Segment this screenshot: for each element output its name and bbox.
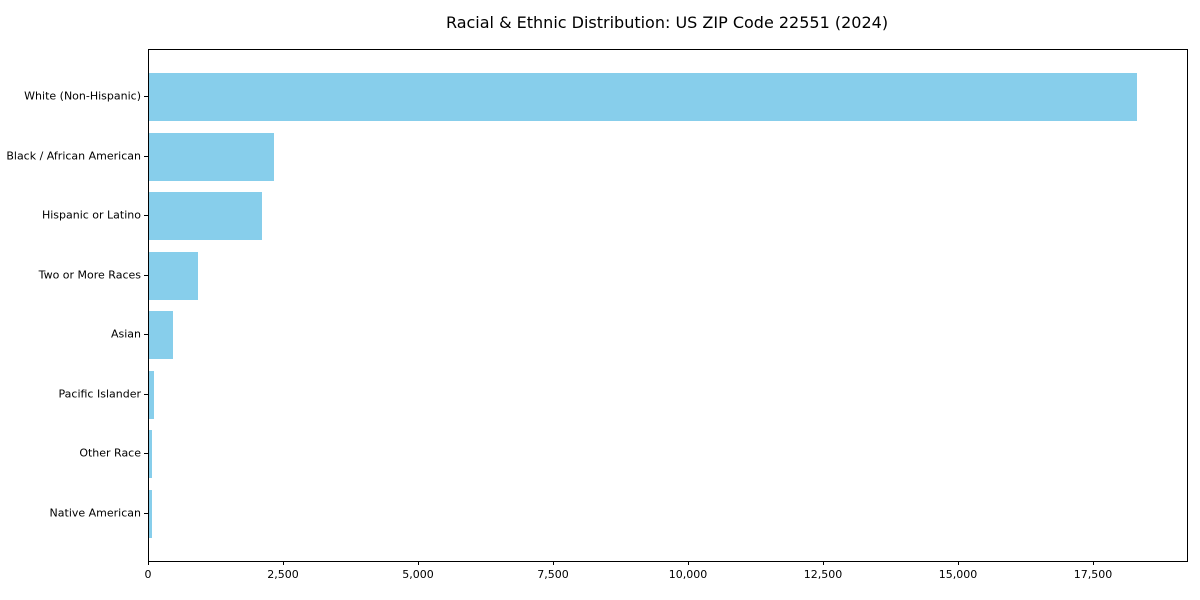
y-tick-mark xyxy=(144,453,148,455)
x-tick-mark xyxy=(823,561,824,565)
bar-two-or-more-races xyxy=(149,251,199,300)
bar-hispanic-or-latino xyxy=(149,192,262,241)
x-tick-label-10000: 10,000 xyxy=(668,568,708,581)
y-tick-mark xyxy=(144,215,148,217)
y-tick-label-two-or-more-races: Two or More Races xyxy=(38,268,141,282)
y-tick-label-hispanic-or-latino: Hispanic or Latino xyxy=(41,208,141,222)
y-tick-label-white-non-hispanic: White (Non-Hispanic) xyxy=(24,89,141,103)
bar-other-race xyxy=(149,430,152,479)
x-tick-mark xyxy=(148,561,149,565)
x-tick-mark xyxy=(688,561,689,565)
y-tick-label-native-american: Native American xyxy=(49,506,141,520)
x-tick-label-15000: 15,000 xyxy=(938,568,978,581)
x-tick-label-5000: 5,000 xyxy=(402,568,434,581)
y-tick-mark xyxy=(144,155,148,157)
chart-title: Racial & Ethnic Distribution: US ZIP Cod… xyxy=(445,13,889,32)
bar-pacific-islander xyxy=(149,370,154,419)
x-tick-label-17500: 17,500 xyxy=(1073,568,1113,581)
bar-native-american xyxy=(149,489,152,538)
y-tick-mark xyxy=(144,393,148,395)
x-tick-mark xyxy=(553,561,554,565)
x-tick-mark xyxy=(283,561,284,565)
bar-asian xyxy=(149,311,173,360)
plot-area xyxy=(148,49,1188,562)
y-tick-mark xyxy=(144,512,148,514)
y-tick-label-asian: Asian xyxy=(110,327,141,341)
x-tick-mark xyxy=(418,561,419,565)
y-tick-mark xyxy=(144,334,148,336)
x-tick-label-2500: 2,500 xyxy=(267,568,299,581)
x-tick-label-12500: 12,500 xyxy=(803,568,843,581)
y-tick-mark xyxy=(144,96,148,98)
y-tick-label-black-african-american: Black / African American xyxy=(6,149,141,163)
x-tick-mark xyxy=(1093,561,1094,565)
x-tick-label-0: 0 xyxy=(144,568,152,581)
y-tick-label-pacific-islander: Pacific Islander xyxy=(58,387,141,401)
y-tick-label-other-race: Other Race xyxy=(79,446,141,460)
x-tick-label-7500: 7,500 xyxy=(537,568,569,581)
bar-white-non-hispanic xyxy=(149,73,1138,122)
x-tick-mark xyxy=(958,561,959,565)
bar-black-african-american xyxy=(149,132,274,181)
y-tick-mark xyxy=(144,274,148,276)
